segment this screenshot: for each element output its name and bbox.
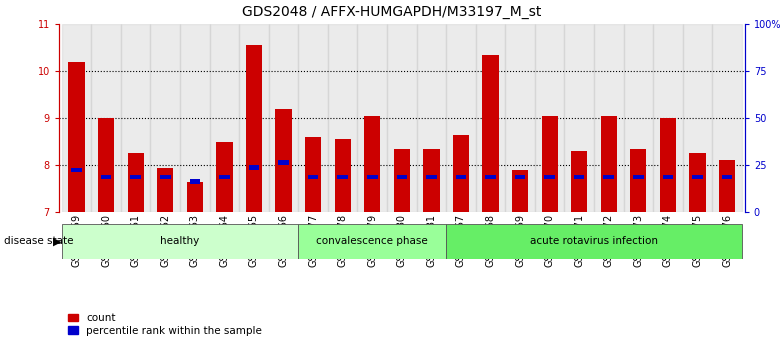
Bar — [535, 24, 564, 212]
Bar — [180, 24, 209, 212]
Bar — [387, 24, 416, 212]
Bar — [239, 24, 269, 212]
Bar — [128, 154, 143, 212]
Bar — [151, 24, 180, 212]
Bar — [506, 24, 535, 212]
Bar — [512, 170, 528, 212]
Text: acute rotavirus infection: acute rotavirus infection — [530, 237, 658, 246]
Text: ▶: ▶ — [53, 237, 61, 246]
Bar — [298, 224, 446, 259]
Bar — [358, 24, 387, 212]
Bar — [426, 175, 437, 179]
Bar — [91, 24, 121, 212]
Bar — [68, 62, 85, 212]
Bar — [482, 55, 499, 212]
Bar — [594, 24, 623, 212]
Bar — [574, 175, 585, 179]
Bar — [62, 24, 91, 212]
Bar — [278, 160, 289, 165]
Bar — [623, 24, 653, 212]
Text: GDS2048 / AFFX-HUMGAPDH/M33197_M_st: GDS2048 / AFFX-HUMGAPDH/M33197_M_st — [242, 5, 542, 19]
Bar — [397, 175, 407, 179]
Bar — [298, 24, 328, 212]
Bar — [713, 24, 742, 212]
Text: convalescence phase: convalescence phase — [317, 237, 428, 246]
Bar — [335, 139, 350, 212]
Bar — [453, 135, 469, 212]
Bar — [515, 175, 525, 179]
Bar — [305, 137, 321, 212]
Bar — [485, 175, 495, 179]
Bar — [542, 116, 557, 212]
Bar — [660, 118, 676, 212]
Bar — [275, 109, 292, 212]
Bar — [689, 154, 706, 212]
Bar — [692, 175, 702, 179]
Text: disease state: disease state — [4, 237, 74, 246]
Bar — [601, 116, 617, 212]
Bar — [130, 175, 141, 179]
Text: healthy: healthy — [161, 237, 200, 246]
Bar — [187, 181, 203, 212]
Bar — [456, 175, 466, 179]
Bar — [719, 160, 735, 212]
Bar — [446, 24, 476, 212]
Bar — [604, 175, 614, 179]
Legend: count, percentile rank within the sample: count, percentile rank within the sample — [64, 309, 266, 340]
Bar — [722, 175, 732, 179]
Bar — [662, 175, 673, 179]
Bar — [308, 175, 318, 179]
Bar — [416, 24, 446, 212]
Bar — [62, 224, 298, 259]
Bar — [209, 24, 239, 212]
Bar — [394, 149, 410, 212]
Bar — [249, 165, 260, 170]
Bar — [564, 24, 594, 212]
Bar — [423, 149, 440, 212]
Bar — [219, 175, 230, 179]
Bar — [633, 175, 644, 179]
Bar — [190, 179, 200, 184]
Bar — [98, 118, 114, 212]
Bar — [446, 224, 742, 259]
Bar — [364, 116, 380, 212]
Bar — [216, 142, 233, 212]
Bar — [630, 149, 647, 212]
Bar — [328, 24, 358, 212]
Bar — [571, 151, 587, 212]
Bar — [269, 24, 298, 212]
Bar — [157, 168, 173, 212]
Bar — [337, 175, 348, 179]
Bar — [101, 175, 111, 179]
Bar — [544, 175, 555, 179]
Bar — [653, 24, 683, 212]
Bar — [71, 168, 82, 172]
Bar — [683, 24, 713, 212]
Bar — [160, 175, 171, 179]
Bar — [367, 175, 378, 179]
Bar — [121, 24, 151, 212]
Bar — [476, 24, 506, 212]
Bar — [246, 45, 262, 212]
